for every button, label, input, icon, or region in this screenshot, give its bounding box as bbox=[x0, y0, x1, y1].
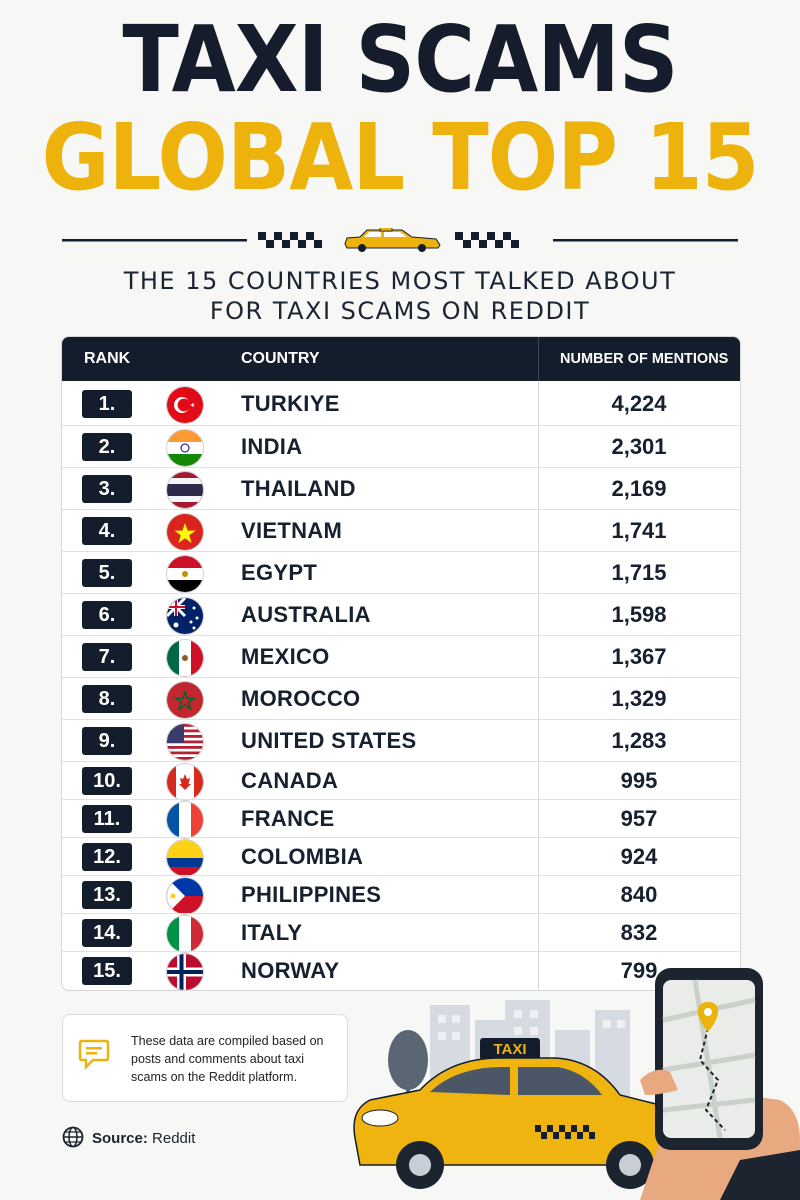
egypt-flag-icon bbox=[166, 555, 204, 593]
norway-flag-icon bbox=[166, 953, 204, 990]
mention-count: 995 bbox=[620, 768, 658, 793]
country-name: PHILIPPINES bbox=[241, 882, 382, 907]
note-text: These data are compiled based on posts a… bbox=[131, 1034, 324, 1084]
mention-count: 2,301 bbox=[611, 434, 667, 459]
mexico-flag-icon bbox=[166, 639, 204, 677]
mention-count: 1,283 bbox=[611, 728, 667, 753]
australia-flag-icon bbox=[166, 597, 204, 635]
mention-count: 832 bbox=[620, 920, 658, 945]
globe-icon bbox=[62, 1126, 84, 1148]
mention-count: 1,715 bbox=[611, 560, 667, 585]
rank-badge: 12. bbox=[82, 843, 132, 871]
rank-badge: 14. bbox=[82, 919, 132, 947]
rank-badge: 8. bbox=[82, 685, 132, 713]
philippines-flag-icon bbox=[166, 877, 204, 915]
table-row: 12. COLOMBIA 924 bbox=[62, 838, 740, 877]
table-row: 1. TURKIYE 4,224 bbox=[62, 381, 740, 426]
rank-badge: 7. bbox=[82, 643, 132, 671]
phone-map-icon bbox=[640, 968, 800, 1200]
mention-count: 840 bbox=[620, 882, 658, 907]
country-name: AUSTRALIA bbox=[241, 602, 371, 627]
france-flag-icon bbox=[166, 801, 204, 839]
table-row: 6. AUSTRALIA 1,598 bbox=[62, 594, 740, 636]
table-row: 10. CANADA 995 bbox=[62, 762, 740, 801]
header-rank: RANK bbox=[84, 350, 131, 367]
taxi-car: TAXI bbox=[353, 1038, 679, 1189]
rank-badge: 6. bbox=[82, 601, 132, 629]
usa-flag-icon bbox=[166, 723, 204, 761]
colombia-flag-icon bbox=[166, 839, 204, 877]
subtitle-line-1: THE 15 COUNTRIES MOST TALKED ABOUT bbox=[123, 267, 677, 295]
country-name: MEXICO bbox=[241, 644, 330, 669]
country-name: NORWAY bbox=[241, 958, 340, 983]
italy-flag-icon bbox=[166, 915, 204, 953]
thailand-flag-icon bbox=[166, 471, 204, 509]
table-row: 5. EGYPT 1,715 bbox=[62, 552, 740, 594]
table-row: 15. NORWAY 799 bbox=[62, 952, 740, 990]
mention-count: 4,224 bbox=[611, 390, 667, 416]
mention-count: 924 bbox=[620, 844, 658, 869]
country-name: CANADA bbox=[241, 768, 339, 793]
country-name: INDIA bbox=[241, 434, 303, 459]
rank-badge: 4. bbox=[82, 517, 132, 545]
table-row: 3. THAILAND 2,169 bbox=[62, 468, 740, 510]
mention-count: 2,169 bbox=[611, 476, 667, 501]
taxi-sign-text: TAXI bbox=[493, 1041, 526, 1058]
title-line-1: TAXI SCAMS bbox=[122, 6, 678, 113]
turkey-flag-icon bbox=[166, 385, 204, 424]
country-name: COLOMBIA bbox=[241, 844, 364, 869]
mention-count: 1,741 bbox=[611, 518, 667, 543]
header-country: COUNTRY bbox=[241, 350, 320, 367]
taxi-divider bbox=[62, 228, 738, 252]
india-flag-icon bbox=[166, 429, 204, 467]
country-name: MOROCCO bbox=[241, 686, 361, 711]
rank-badge: 2. bbox=[82, 433, 132, 461]
mention-count: 1,329 bbox=[611, 686, 667, 711]
rank-badge: 1. bbox=[82, 389, 132, 418]
country-name: THAILAND bbox=[241, 476, 356, 501]
info-note: These data are compiled based on posts a… bbox=[62, 1014, 348, 1102]
country-name: EGYPT bbox=[241, 560, 318, 585]
taxi-car-icon bbox=[344, 228, 441, 252]
table-row: 13. PHILIPPINES 840 bbox=[62, 876, 740, 915]
chat-bubble-icon bbox=[78, 1039, 110, 1071]
table-row: 7. MEXICO 1,367 bbox=[62, 636, 740, 678]
table-row: 4. VIETNAM 1,741 bbox=[62, 510, 740, 552]
mention-count: 1,367 bbox=[611, 644, 667, 669]
mention-count: 1,598 bbox=[611, 602, 667, 627]
taxi-illustration: TAXI bbox=[353, 968, 800, 1200]
morocco-flag-icon bbox=[166, 681, 204, 719]
table-row: 14. ITALY 832 bbox=[62, 914, 740, 953]
rank-badge: 15. bbox=[82, 957, 132, 985]
country-name: ITALY bbox=[241, 920, 303, 945]
table-row: 8. MOROCCO 1,329 bbox=[62, 678, 740, 720]
table-header: RANK COUNTRY NUMBER OF MENTIONS bbox=[62, 337, 740, 381]
subtitle-line-2: FOR TAXI SCAMS ON REDDIT bbox=[209, 297, 591, 325]
header-mentions: NUMBER OF MENTIONS bbox=[560, 351, 729, 367]
source-value: Reddit bbox=[152, 1130, 196, 1147]
ranking-table: RANK COUNTRY NUMBER OF MENTIONS 1. TURKIY… bbox=[61, 336, 741, 991]
table-row: 2. INDIA 2,301 bbox=[62, 426, 740, 468]
rank-badge: 3. bbox=[82, 475, 132, 503]
mention-count: 799 bbox=[620, 958, 658, 983]
rank-badge: 5. bbox=[82, 559, 132, 587]
source-label: Source: bbox=[92, 1130, 148, 1147]
country-name: TURKIYE bbox=[241, 390, 340, 416]
rank-badge: 9. bbox=[82, 727, 132, 755]
mention-count: 957 bbox=[620, 806, 658, 831]
rank-badge: 11. bbox=[82, 805, 132, 833]
country-name: UNITED STATES bbox=[241, 728, 417, 753]
rank-badge: 13. bbox=[82, 881, 132, 909]
vietnam-flag-icon bbox=[166, 513, 204, 551]
canada-flag-icon bbox=[166, 763, 204, 801]
country-name: VIETNAM bbox=[241, 518, 343, 543]
rank-badge: 10. bbox=[82, 767, 132, 795]
title-line-2: GLOBAL TOP 15 bbox=[41, 104, 760, 211]
table-row: 9. UNITED STATES 1,283 bbox=[62, 720, 740, 762]
source-line: Source: Reddit bbox=[62, 1126, 195, 1148]
table-row: 11. FRANCE 957 bbox=[62, 800, 740, 839]
country-name: FRANCE bbox=[241, 806, 335, 831]
